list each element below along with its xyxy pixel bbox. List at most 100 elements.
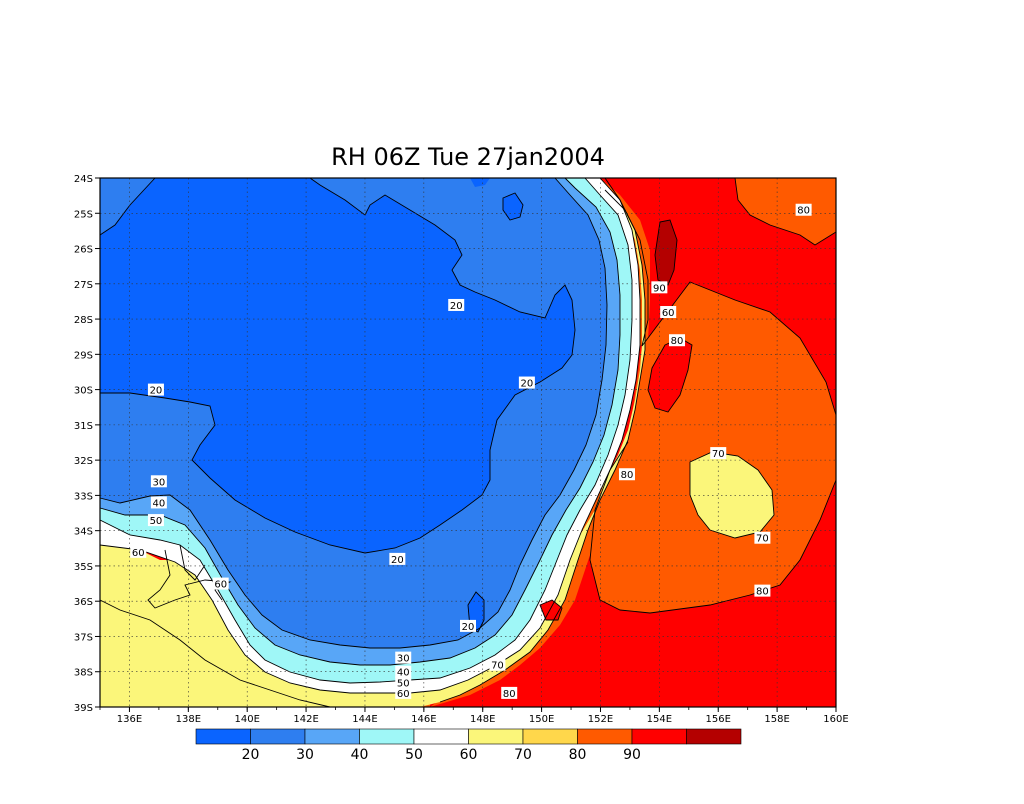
contour-label: 20 <box>518 376 535 390</box>
map-plot-area <box>99 177 837 708</box>
lat-tick-label: 28S <box>74 315 93 326</box>
colorbar-label: 70 <box>514 747 532 763</box>
lat-tick-label: 38S <box>74 668 93 679</box>
contour-label-box <box>754 584 771 597</box>
rh-region-90plus <box>655 220 677 285</box>
lon-tick-label: 154E <box>647 714 672 725</box>
colorbar-swatch <box>577 728 633 745</box>
plot-frame <box>99 177 837 708</box>
lon-tick-label: 156E <box>706 714 731 725</box>
contour-label-box <box>489 658 506 671</box>
lat-tick-label: 26S <box>74 245 93 256</box>
colorbar-swatch <box>195 728 251 745</box>
colorbar-swatch <box>522 728 578 745</box>
contour-label-box <box>212 577 229 590</box>
contour-label: 60 <box>130 545 147 559</box>
contour-label: 70 <box>754 531 771 545</box>
colorbar-label: 80 <box>569 747 587 763</box>
colorbar-swatch <box>686 728 742 745</box>
contour-label: 50 <box>147 514 164 527</box>
contour-label-box <box>389 552 406 565</box>
contour-label-box <box>618 468 635 481</box>
contour-line-80-south <box>589 441 837 614</box>
colorbar-label: 20 <box>242 747 260 763</box>
contour-line-60 <box>99 177 641 694</box>
colorbar-label: 90 <box>623 747 641 763</box>
lon-tick-label: 144E <box>352 714 377 725</box>
contour-label-box <box>460 619 476 632</box>
colorbar-swatch <box>359 728 415 745</box>
colorbar-swatch <box>250 728 306 745</box>
lon-tick-label: 148E <box>470 714 495 725</box>
lon-tick-label: 146E <box>411 714 436 725</box>
lat-tick-label: 30S <box>74 386 93 397</box>
contour-label: 20 <box>389 552 406 566</box>
contour-label-text: 20 <box>462 622 475 633</box>
contour-line-70 <box>99 599 331 708</box>
contour-label-text: 80 <box>503 689 516 700</box>
contour-label-box <box>395 665 412 678</box>
rh-region-70-80-northeast <box>735 178 836 245</box>
contour-label-box <box>651 281 668 294</box>
lat-tick-label: 27S <box>74 280 93 291</box>
lon-tick-label: 138E <box>176 714 201 725</box>
contour-labels: 2020202020304050606030405060708090608080… <box>130 203 812 700</box>
lat-tick-label: 33S <box>74 491 93 502</box>
colorbar-swatch <box>304 728 360 745</box>
rh-region-below-20-north <box>470 178 490 187</box>
lon-tick-label: 142E <box>293 714 318 725</box>
contour-label-text: 60 <box>397 689 410 700</box>
lat-tick-label: 36S <box>74 597 93 608</box>
contour-label-box <box>130 545 147 558</box>
contour-line-90 <box>654 219 678 286</box>
contour-label: 60 <box>212 577 229 591</box>
contour-label-text: 70 <box>491 661 504 672</box>
contour-label-text: 20 <box>391 555 404 566</box>
contour-label-box <box>395 651 412 664</box>
rh-region-60-70-oval <box>690 452 774 538</box>
map-title: RH 06Z Tue 27jan2004 <box>331 143 605 171</box>
contour-label-text: 90 <box>653 283 666 294</box>
contour-label-box <box>147 383 164 396</box>
lat-tick-label: 29S <box>74 350 93 361</box>
contour-label-text: 20 <box>450 301 463 312</box>
contour-label-box <box>395 676 412 689</box>
colorbar-swatch <box>468 728 524 745</box>
contour-label: 30 <box>395 651 412 665</box>
contour-label-box <box>147 514 164 527</box>
contour-label: 20 <box>448 298 465 312</box>
contour-label-text: 70 <box>712 449 725 460</box>
contour-label-text: 30 <box>397 654 410 665</box>
contour-label: 60 <box>660 306 677 319</box>
latitude-axis: 24S 25S 26S 27S 28S 29S 30S 31S 32S 33S 34S 35S 36S 3… <box>74 174 100 714</box>
contour-label-box <box>660 306 677 319</box>
contour-line-20-north <box>99 177 156 236</box>
contour-label: 30 <box>150 475 167 488</box>
lon-tick-label: 160E <box>823 714 848 725</box>
colorbar: 20 30 40 50 60 70 80 90 <box>195 728 742 763</box>
lat-tick-label: 37S <box>74 632 93 643</box>
contour-line-50 <box>99 177 633 684</box>
longitude-axis: 136E 138E 140E 142E 144E 146E 148E 150E 152E 154E… <box>99 707 849 725</box>
contour-label-text: 60 <box>662 308 675 319</box>
contour-label-text: 40 <box>397 668 410 679</box>
contour-label: 80 <box>754 584 771 598</box>
contour-label-text: 80 <box>756 587 769 598</box>
contour-label-text: 20 <box>150 386 163 397</box>
lon-tick-label: 152E <box>588 714 613 725</box>
contour-label: 40 <box>150 496 167 509</box>
colorbar-label: 40 <box>351 747 369 763</box>
colorbar-label: 60 <box>460 747 478 763</box>
contour-line-20-small <box>502 192 524 221</box>
lon-tick-label: 140E <box>234 714 259 725</box>
colorbar-swatch <box>413 728 469 745</box>
contour-label-box <box>518 376 535 389</box>
lon-tick-label: 150E <box>529 714 554 725</box>
colorbar-swatch <box>631 728 687 745</box>
contour-label: 50 <box>395 676 412 689</box>
map-grid <box>100 178 836 707</box>
contour-label: 70 <box>489 658 506 672</box>
contour-label-text: 70 <box>756 534 769 545</box>
contour-label-box <box>754 531 771 544</box>
